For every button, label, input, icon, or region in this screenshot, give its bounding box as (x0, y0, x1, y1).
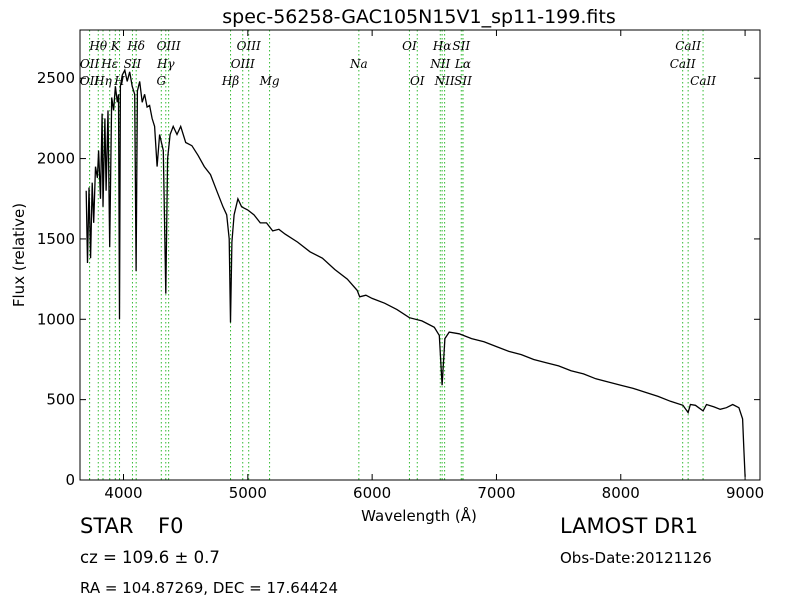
line-label: Hα (432, 39, 452, 53)
line-label: SII (452, 39, 470, 53)
line-label: Hη (93, 74, 112, 88)
y-tick-label: 1500 (37, 230, 75, 248)
line-label: CaII (670, 57, 696, 71)
line-label: CaII (690, 74, 716, 88)
y-tick-label: 2500 (37, 69, 75, 87)
x-tick-label: 8000 (602, 484, 640, 502)
line-label: Hε (100, 57, 118, 71)
line-label: NII (429, 57, 450, 71)
line-label: Hθ (88, 39, 107, 53)
line-label: SII (124, 57, 142, 71)
line-label: Na (349, 57, 368, 71)
x-tick-label: 5000 (229, 484, 267, 502)
line-label: OII (80, 74, 100, 88)
x-axis-label: Wavelength (Å) (361, 506, 477, 525)
line-label: OI (410, 74, 425, 88)
line-label: K (110, 39, 121, 53)
x-tick-label: 4000 (104, 484, 142, 502)
line-label: Mg (259, 74, 280, 88)
line-label: NII (434, 74, 455, 88)
line-label: G (157, 74, 167, 88)
observation-date: Obs-Date:20121126 (560, 549, 712, 567)
line-label: OII (80, 57, 100, 71)
survey-label: LAMOST DR1 (560, 514, 699, 538)
x-axis: 4000 5000 6000 7000 8000 9000 (104, 30, 764, 502)
spectrum-line (85, 68, 746, 477)
y-axis: 0 500 1000 1500 2000 2500 (37, 69, 760, 489)
coordinates-readout: RA = 104.87269, DEC = 17.64424 (80, 579, 339, 597)
y-tick-label: 1000 (37, 310, 75, 328)
line-label: Lα (454, 57, 471, 71)
y-tick-label: 2000 (37, 150, 75, 168)
line-label: OIII (157, 39, 181, 53)
y-tick-label: 0 (65, 471, 75, 489)
chart-title: spec-56258-GAC105N15V1_sp11-199.fits (222, 6, 615, 28)
object-class-label: STAR (80, 514, 134, 538)
line-label: OIII (237, 39, 261, 53)
line-label: Hγ (156, 57, 175, 71)
x-tick-label: 7000 (477, 484, 515, 502)
plot-frame (79, 29, 761, 481)
line-label: H (113, 74, 125, 88)
line-label: OIII (231, 57, 255, 71)
redshift-readout: cz = 109.6 ± 0.7 (80, 548, 220, 567)
line-label: Hδ (126, 39, 145, 53)
y-axis-label: Flux (relative) (10, 203, 28, 307)
line-label: SII (454, 74, 472, 88)
emission-line-markers (89, 30, 704, 480)
line-label: Hβ (221, 74, 239, 88)
line-label: OI (402, 39, 417, 53)
y-tick-label: 500 (46, 391, 75, 409)
object-subclass: F0 (158, 514, 184, 538)
x-tick-label: 9000 (726, 484, 764, 502)
x-tick-label: 6000 (353, 484, 391, 502)
line-label: CaII (675, 39, 701, 53)
